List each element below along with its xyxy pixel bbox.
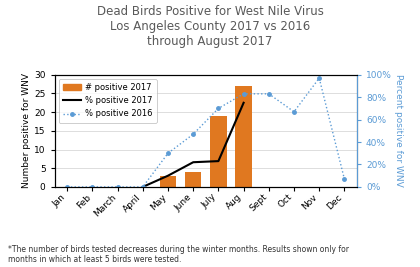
Legend: # positive 2017, % positive 2017, % positive 2016: # positive 2017, % positive 2017, % posi…: [59, 79, 157, 123]
Bar: [210, 116, 227, 187]
Y-axis label: Percent positive for WNV: Percent positive for WNV: [394, 74, 403, 187]
Y-axis label: Number positive for WNV: Number positive for WNV: [22, 73, 32, 188]
Bar: [185, 172, 202, 187]
Text: Dead Birds Positive for West Nile Virus
Los Angeles County 2017 vs 2016
through : Dead Birds Positive for West Nile Virus …: [97, 5, 323, 48]
Text: *The number of birds tested decreases during the winter months. Results shown on: *The number of birds tested decreases du…: [8, 245, 349, 264]
Bar: [235, 86, 252, 187]
Bar: [160, 176, 176, 187]
